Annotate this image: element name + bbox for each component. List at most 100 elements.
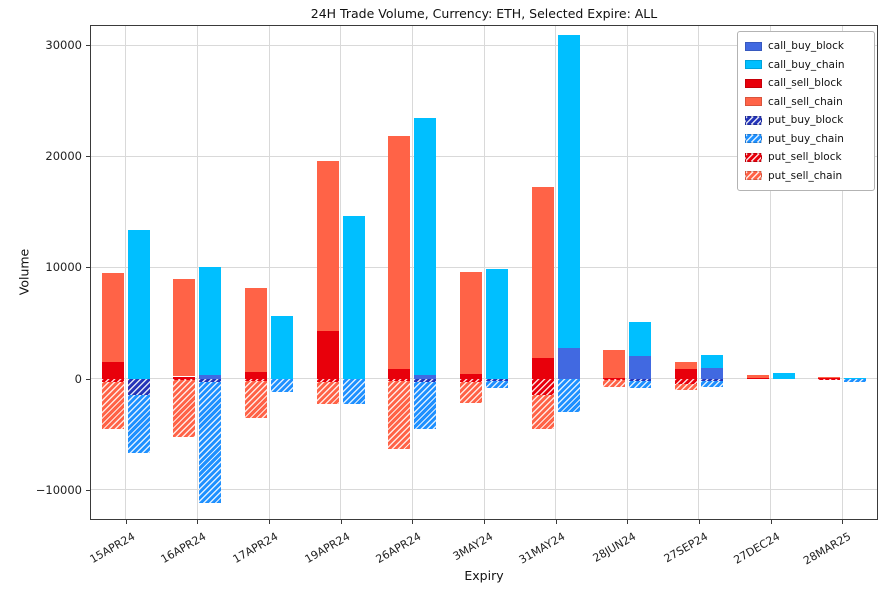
bar-segment-put_buy_chain xyxy=(700,380,723,387)
x-tick-mark xyxy=(412,520,414,524)
bar-segment-call_sell_chain xyxy=(460,271,482,375)
legend-label: call_sell_block xyxy=(768,77,843,90)
bar-segment-call_buy_chain xyxy=(486,268,508,379)
bar-segment-call_buy_block xyxy=(199,375,222,379)
x-tick-label: 27DEC24 xyxy=(731,529,782,567)
y-tick-label: 20000 xyxy=(45,149,82,164)
bar-segment-call_sell_block xyxy=(101,362,124,379)
bar-segment-put_sell_block xyxy=(101,378,124,383)
bar-segment-call_buy_chain xyxy=(199,267,222,376)
bar-segment-put_buy_block xyxy=(127,378,150,396)
bar-segment-put_buy_block xyxy=(414,378,437,383)
x-tick-label: 27SEP24 xyxy=(661,529,711,566)
bar-segment-call_sell_block xyxy=(388,368,411,379)
bar-segment-put_buy_chain xyxy=(271,378,294,393)
bar-segment-call_buy_block xyxy=(414,375,437,379)
legend-item: put_sell_block xyxy=(745,148,867,167)
legend-swatch-call_buy_chain xyxy=(745,60,762,70)
y-tick-label: −10000 xyxy=(35,482,82,497)
bar-segment-put_sell_block xyxy=(818,378,841,380)
bar-segment-call_buy_block xyxy=(700,367,723,379)
gridline-vertical xyxy=(411,25,413,520)
bar-segment-put_sell_chain xyxy=(603,379,626,387)
gridline-vertical xyxy=(483,25,485,520)
legend-label: put_sell_chain xyxy=(768,169,843,182)
gridline-vertical xyxy=(626,25,628,520)
bar-segment-put_sell_chain xyxy=(460,382,482,404)
y-tick-mark xyxy=(86,489,90,491)
x-tick-mark xyxy=(627,520,629,524)
gridline-vertical xyxy=(841,25,843,520)
legend-label: call_sell_chain xyxy=(768,95,843,108)
bar-segment-put_sell_chain xyxy=(245,380,268,418)
legend-swatch-call_buy_block xyxy=(745,41,762,51)
legend-swatch-call_sell_chain xyxy=(745,97,762,107)
gridline-vertical xyxy=(125,25,127,520)
bar-segment-call_sell_block xyxy=(460,374,482,379)
bar-segment-call_sell_chain xyxy=(603,349,626,378)
bar-segment-call_sell_chain xyxy=(101,273,124,363)
bar-segment-put_buy_chain xyxy=(127,395,150,454)
x-tick-mark xyxy=(555,520,557,524)
y-tick-label: 0 xyxy=(74,371,82,386)
x-tick-mark xyxy=(197,520,199,524)
x-tick-mark xyxy=(698,520,700,524)
bar-segment-put_buy_block xyxy=(629,378,652,381)
bar-segment-call_sell_block xyxy=(245,372,268,379)
bar-segment-call_sell_chain xyxy=(746,375,769,378)
legend-item: put_sell_chain xyxy=(745,167,867,186)
y-tick-label: 30000 xyxy=(45,38,82,53)
bar-segment-call_sell_chain xyxy=(245,287,268,373)
x-tick-label: 28MAR25 xyxy=(801,529,854,568)
bar-segment-call_sell_block xyxy=(316,330,339,379)
bar-segment-put_buy_block xyxy=(486,378,508,381)
legend-label: put_buy_block xyxy=(768,114,844,127)
legend-swatch-put_buy_block xyxy=(745,115,762,125)
bar-segment-call_sell_block xyxy=(818,377,841,379)
x-tick-label: 28JUN24 xyxy=(590,529,639,565)
x-tick-mark xyxy=(125,520,127,524)
x-tick-mark xyxy=(484,520,485,524)
legend-label: put_sell_block xyxy=(768,151,842,164)
bar-segment-call_sell_block xyxy=(674,368,697,379)
gridline-vertical xyxy=(268,25,270,520)
bar-segment-call_buy_chain xyxy=(844,377,867,379)
legend-label: call_buy_chain xyxy=(768,58,845,71)
bar-segment-call_buy_chain xyxy=(557,35,580,348)
bar-segment-put_buy_block xyxy=(199,378,222,383)
legend-label: put_buy_chain xyxy=(768,132,844,145)
x-tick-label: 17APR24 xyxy=(230,529,281,567)
y-tick-label: 10000 xyxy=(45,260,82,275)
bar-segment-call_sell_chain xyxy=(818,376,841,378)
x-tick-label: 26APR24 xyxy=(373,529,424,567)
bar-segment-put_sell_block xyxy=(674,378,697,385)
bar-segment-call_sell_chain xyxy=(531,187,554,358)
gridline-vertical xyxy=(698,25,700,520)
bar-segment-put_buy_chain xyxy=(557,378,580,413)
legend-item: call_sell_chain xyxy=(745,93,867,112)
legend-swatch-call_sell_block xyxy=(745,78,762,88)
bar-segment-put_sell_block xyxy=(173,378,196,380)
legend-swatch-put_buy_chain xyxy=(745,134,762,144)
legend-item: put_buy_block xyxy=(745,111,867,130)
bar-segment-call_buy_chain xyxy=(342,216,365,379)
bar-segment-put_buy_chain xyxy=(486,380,508,388)
bar-segment-call_sell_chain xyxy=(173,278,196,377)
bar-segment-call_buy_chain xyxy=(414,118,437,376)
y-tick-mark xyxy=(86,267,90,269)
bar-segment-call_sell_chain xyxy=(316,160,339,331)
x-tick-label: 16APR24 xyxy=(159,529,209,567)
bar-segment-call_buy_chain xyxy=(629,322,652,357)
bar-segment-call_buy_chain xyxy=(772,373,795,379)
x-tick-label: 15APR24 xyxy=(87,529,138,567)
x-axis-label: Expiry xyxy=(464,568,504,583)
legend-item: call_buy_block xyxy=(745,37,867,56)
bar-segment-put_sell_block xyxy=(460,378,482,383)
legend: call_buy_block call_buy_chain call_sell_bl… xyxy=(737,31,875,191)
legend-label: call_buy_block xyxy=(768,40,844,53)
bar-segment-call_buy_chain xyxy=(271,316,294,379)
bar-segment-call_sell_block xyxy=(531,357,554,379)
bar-segment-put_buy_chain xyxy=(199,382,222,504)
legend-item: call_buy_chain xyxy=(745,56,867,75)
